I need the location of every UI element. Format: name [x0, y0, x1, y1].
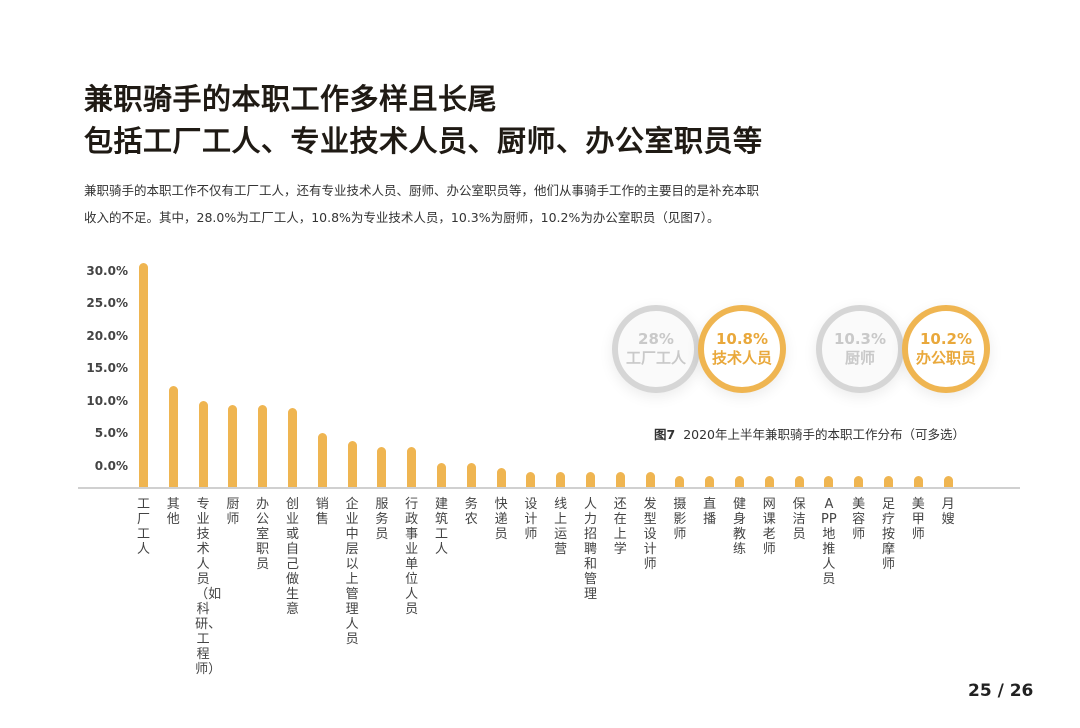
x-tick-label: 创业或自己做生意 — [285, 497, 299, 617]
x-tick-label: 销售 — [315, 497, 329, 527]
x-tick-label: 线上运营 — [554, 497, 568, 557]
bar — [288, 407, 297, 487]
highlight-label: 工厂工人 — [625, 349, 686, 367]
highlight-pct: 28% — [638, 330, 674, 348]
x-tick-label: 足疗按摩师 — [881, 497, 895, 572]
highlight-label: 办公职员 — [915, 349, 976, 367]
y-tick: 10.0% — [86, 394, 128, 408]
bar — [913, 475, 923, 487]
x-tick-label: 办公室职员 — [256, 497, 270, 572]
bar — [526, 471, 536, 487]
x-tick-label: 保洁员 — [792, 497, 806, 542]
x-tick-label: 专业技术人员（如科研、工程师） — [195, 497, 222, 677]
y-tick: 20.0% — [86, 329, 128, 343]
highlight-label: 厨师 — [844, 349, 875, 367]
bar — [317, 432, 327, 487]
page-title-line2: 包括工厂工人、专业技术人员、厨师、办公室职员等 — [84, 124, 763, 158]
x-tick-label: 快递员 — [494, 497, 508, 542]
bar — [675, 475, 685, 487]
bar — [466, 463, 476, 487]
description-line2: 收入的不足。其中，28.0%为工厂工人，10.8%为专业技术人员，10.3%为厨… — [84, 210, 720, 225]
bar — [139, 263, 148, 487]
x-tick-label: 建筑工人 — [434, 497, 448, 557]
y-tick: 0.0% — [94, 459, 128, 473]
x-tick-label: 直播 — [703, 497, 717, 527]
x-tick-label: 设计师 — [524, 497, 538, 542]
page-title-line1: 兼职骑手的本职工作多样且长尾 — [84, 82, 498, 116]
x-tick-label: 美甲师 — [911, 497, 925, 542]
bar — [496, 467, 506, 487]
bar — [258, 405, 268, 487]
x-tick-label: 健身教练 — [732, 497, 746, 557]
x-tick-label: 摄影师 — [673, 497, 687, 542]
page-number: 25 / 26 — [968, 681, 1034, 701]
bar — [705, 475, 715, 487]
x-tick-label: 人力招聘和管理 — [583, 497, 597, 602]
x-axis-line — [78, 487, 1020, 489]
x-tick-label: 厨师 — [226, 497, 240, 527]
highlight-pct: 10.8% — [715, 330, 769, 348]
highlight-label: 技术人员 — [711, 349, 772, 367]
bar — [198, 400, 208, 487]
x-tick-label: APP地推人员 — [821, 497, 837, 587]
y-tick: 30.0% — [86, 264, 128, 278]
x-tick-label: 还在上学 — [613, 497, 627, 557]
bar — [556, 471, 566, 487]
y-tick: 5.0% — [94, 426, 128, 440]
description-line1: 兼职骑手的本职工作不仅有工厂工人，还有专业技术人员、厨师、办公室职员等，他们从事… — [84, 183, 760, 198]
figure-caption-text: 2020年上半年兼职骑手的本职工作分布（可多选） — [683, 427, 966, 442]
bar — [407, 447, 417, 487]
x-tick-label: 服务员 — [375, 497, 389, 542]
figure-number: 图7 — [654, 427, 676, 442]
bar — [884, 475, 893, 487]
x-tick-label: 工厂工人 — [136, 497, 150, 557]
highlight-circle-office: 10.2% 办公职员 — [902, 305, 990, 393]
bar — [764, 475, 774, 487]
x-tick-label: 网课老师 — [762, 497, 776, 557]
highlight-pct: 10.2% — [919, 330, 973, 348]
bar — [228, 404, 238, 487]
bar — [586, 471, 595, 487]
x-tick-label: 其他 — [166, 497, 180, 527]
bar — [615, 471, 625, 487]
bar — [645, 471, 655, 487]
bar — [347, 440, 357, 487]
bar — [377, 447, 387, 487]
bar — [168, 386, 178, 487]
bar — [437, 463, 446, 487]
bar — [824, 475, 834, 487]
highlight-circle-chef: 10.3% 厨师 — [816, 305, 904, 393]
x-tick-label: 发型设计师 — [643, 497, 657, 572]
x-tick-label: 行政事业单位人员 — [405, 497, 419, 617]
highlight-circle-tech: 10.8% 技术人员 — [698, 305, 786, 393]
y-tick: 25.0% — [86, 296, 128, 310]
highlight-pct: 10.3% — [833, 330, 887, 348]
highlight-circle-factory: 28% 工厂工人 — [612, 305, 700, 393]
x-tick-label: 务农 — [464, 497, 478, 527]
bar — [854, 475, 864, 487]
bar — [794, 475, 804, 487]
bar — [735, 475, 744, 487]
bar — [943, 475, 953, 487]
x-tick-label: 月嫂 — [941, 497, 955, 527]
figure-caption: 图7 2020年上半年兼职骑手的本职工作分布（可多选） — [654, 424, 965, 443]
x-tick-label: 美容师 — [852, 497, 866, 542]
y-tick: 15.0% — [86, 361, 128, 375]
x-tick-label: 企业中层以上管理人员 — [345, 497, 359, 647]
